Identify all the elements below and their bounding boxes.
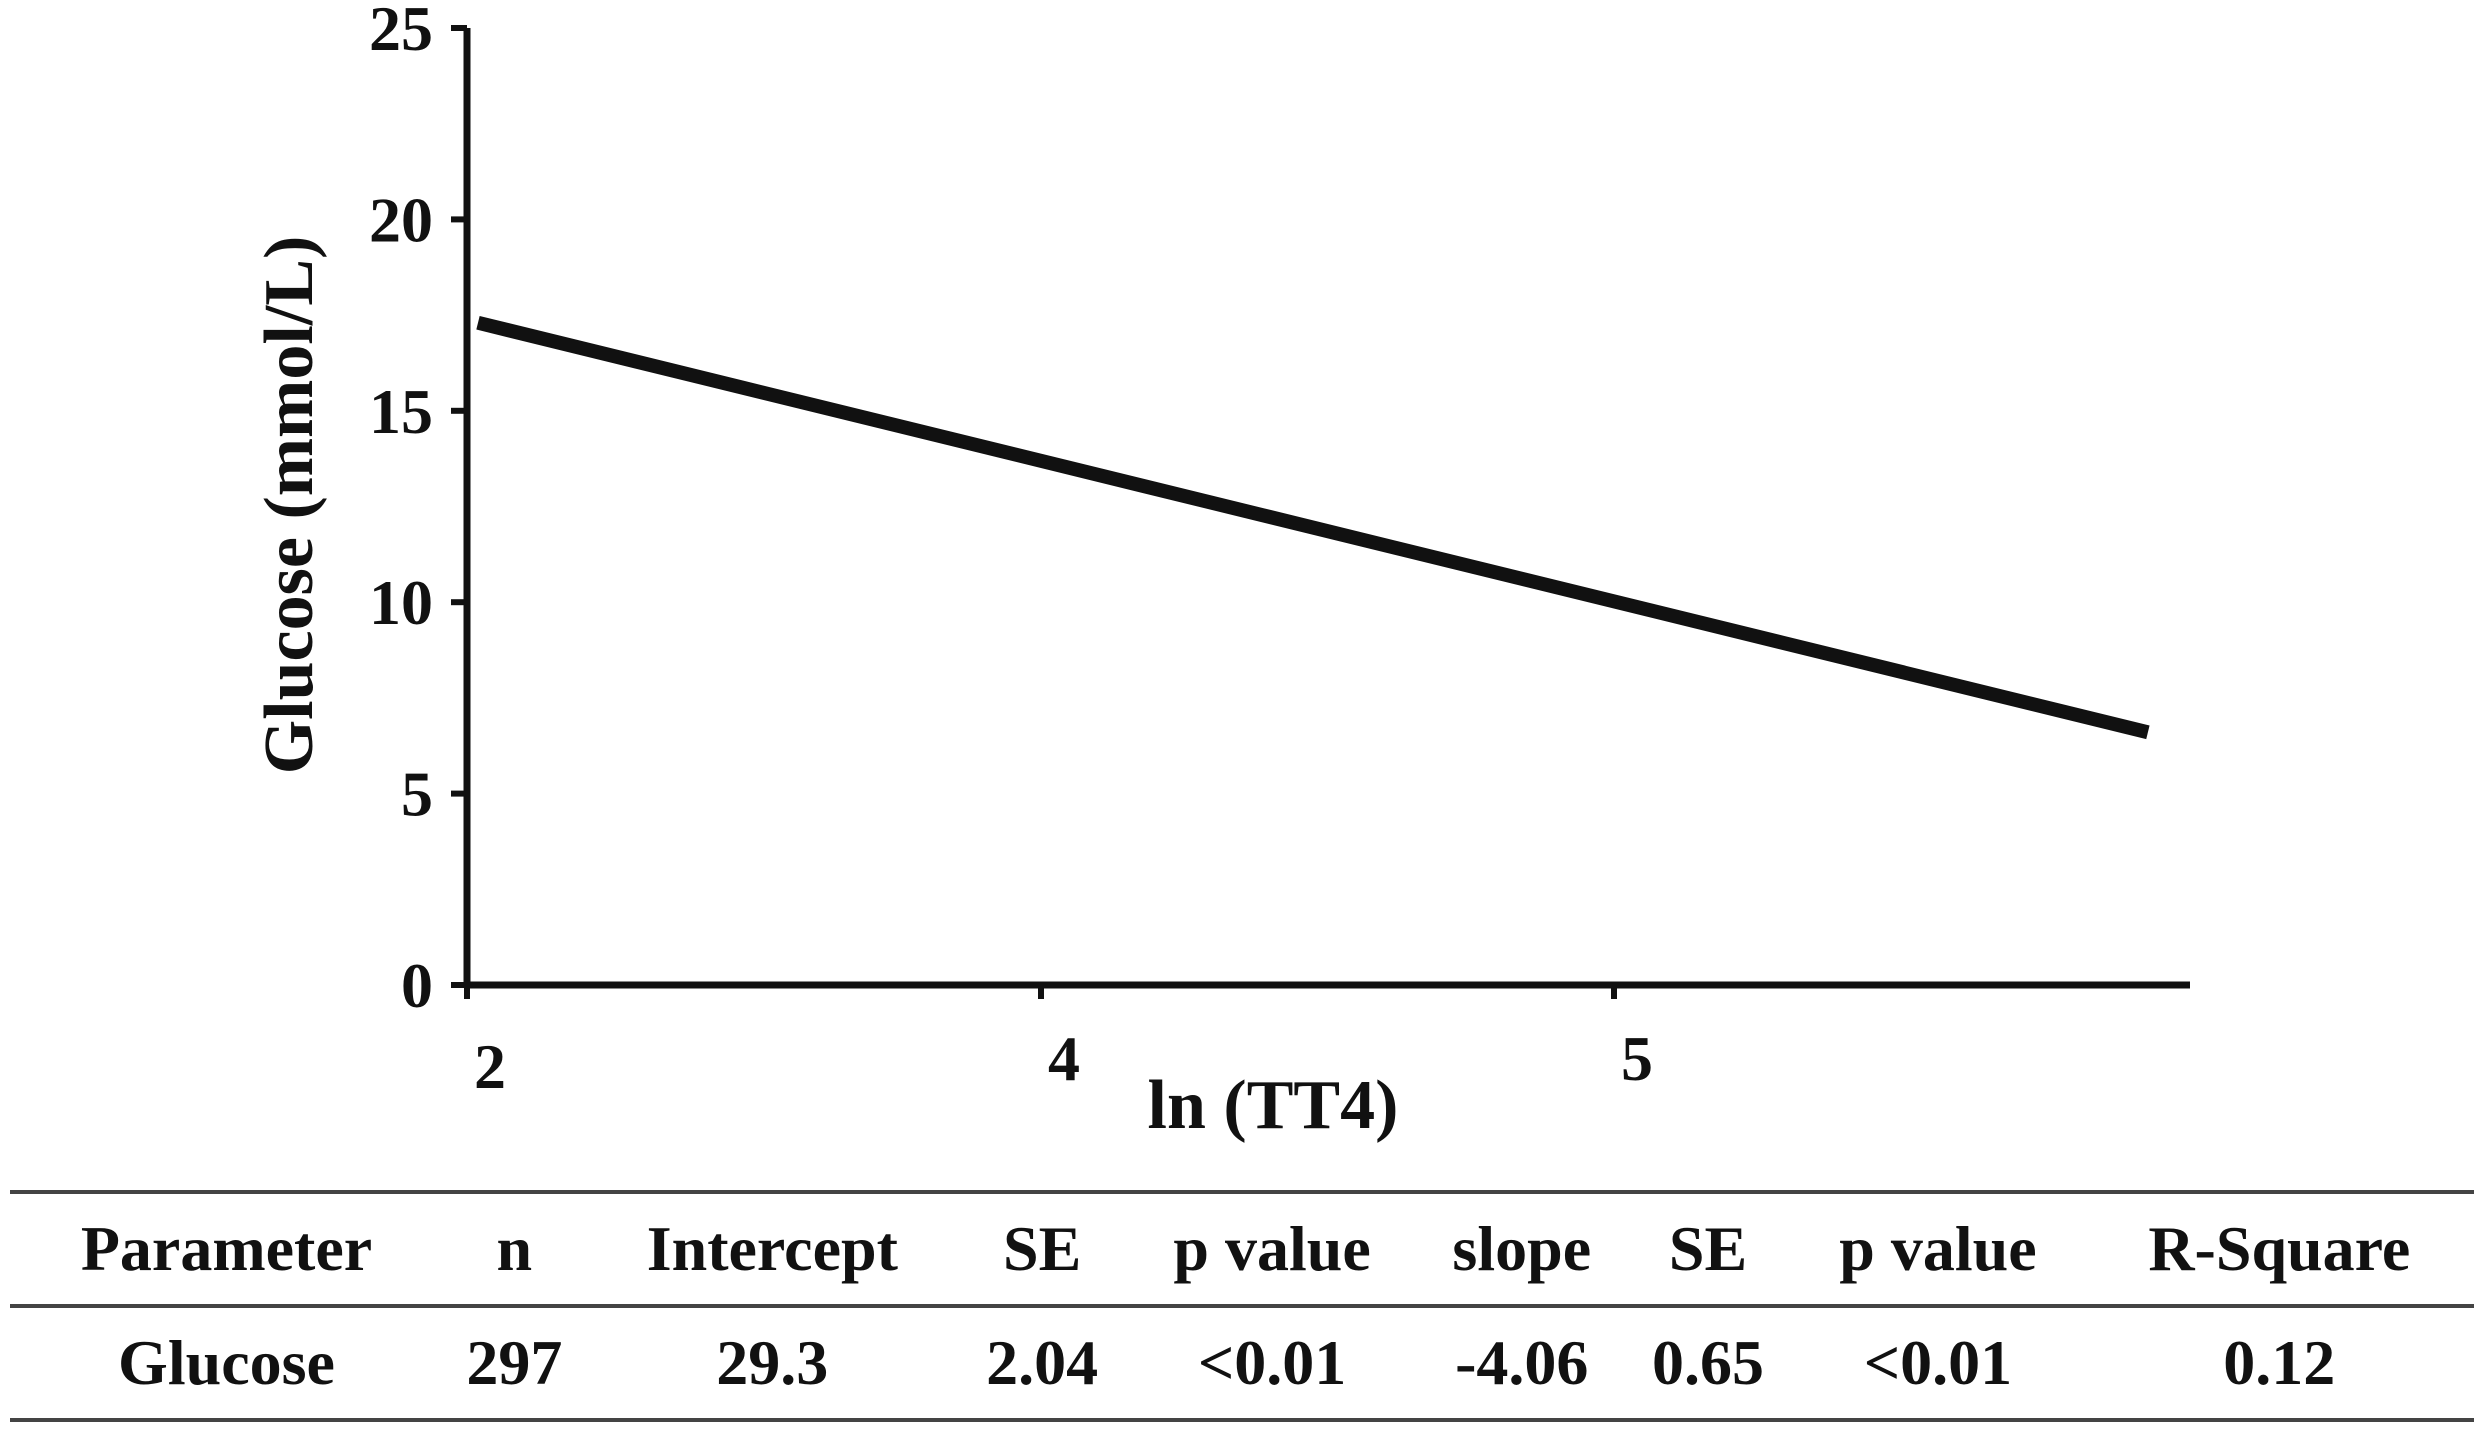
header-n: n [496, 1213, 533, 1284]
cell-slope-se: 0.65 [1652, 1327, 1765, 1398]
x-tick-label: 5 [1621, 1023, 1653, 1094]
header-parameter: Parameter [80, 1213, 373, 1284]
regression-line [476, 315, 2150, 740]
x-tick-label: 2 [474, 1031, 506, 1102]
header-slope-p-value: p value [1839, 1213, 2037, 1284]
y-tick-label: 5 [401, 759, 433, 830]
y-axis-label: Glucose (mmol/L) [251, 236, 328, 775]
series-layer [476, 315, 2150, 740]
cell-intercept-se: 2.04 [986, 1327, 1099, 1398]
regression-table: Parameter n Intercept SE p value slope S… [10, 1190, 2474, 1422]
x-tick-label: 4 [1048, 1023, 1080, 1094]
y-tick-label: 25 [369, 0, 433, 64]
header-intercept-p-value: p value [1173, 1213, 1371, 1284]
table-header-row: Parameter n Intercept SE p value slope S… [10, 1192, 2474, 1306]
table-row: Glucose 297 29.3 2.04 <0.01 -4.06 0.65 <… [10, 1306, 2474, 1420]
x-axis-label: ln (TT4) [1148, 1067, 1399, 1144]
cell-n: 297 [466, 1327, 563, 1398]
x-ticks: 2 4 5 [464, 985, 1653, 1102]
y-tick-label: 0 [401, 950, 433, 1021]
cell-intercept: 29.3 [716, 1327, 829, 1398]
chart: 0 5 10 15 20 25 2 4 5 Glucose (mmol/L) ln (TT4) [251, 0, 2190, 1144]
header-slope-se: SE [1668, 1213, 1748, 1284]
y-ticks: 0 5 10 15 20 25 [369, 0, 467, 1021]
header-r-square: R-Square [2148, 1213, 2411, 1284]
cell-r-square: 0.12 [2223, 1327, 2336, 1398]
cell-intercept-p-value: <0.01 [1197, 1327, 1347, 1398]
y-tick-label: 15 [369, 376, 433, 447]
cell-slope: -4.06 [1455, 1327, 1589, 1398]
y-tick-label: 10 [369, 567, 433, 638]
header-intercept-se: SE [1003, 1213, 1082, 1284]
header-intercept: Intercept [646, 1213, 898, 1284]
cell-parameter: Glucose [118, 1327, 335, 1398]
y-tick-label: 20 [369, 184, 433, 255]
header-slope: slope [1452, 1213, 1592, 1284]
cell-slope-p-value: <0.01 [1863, 1327, 2013, 1398]
